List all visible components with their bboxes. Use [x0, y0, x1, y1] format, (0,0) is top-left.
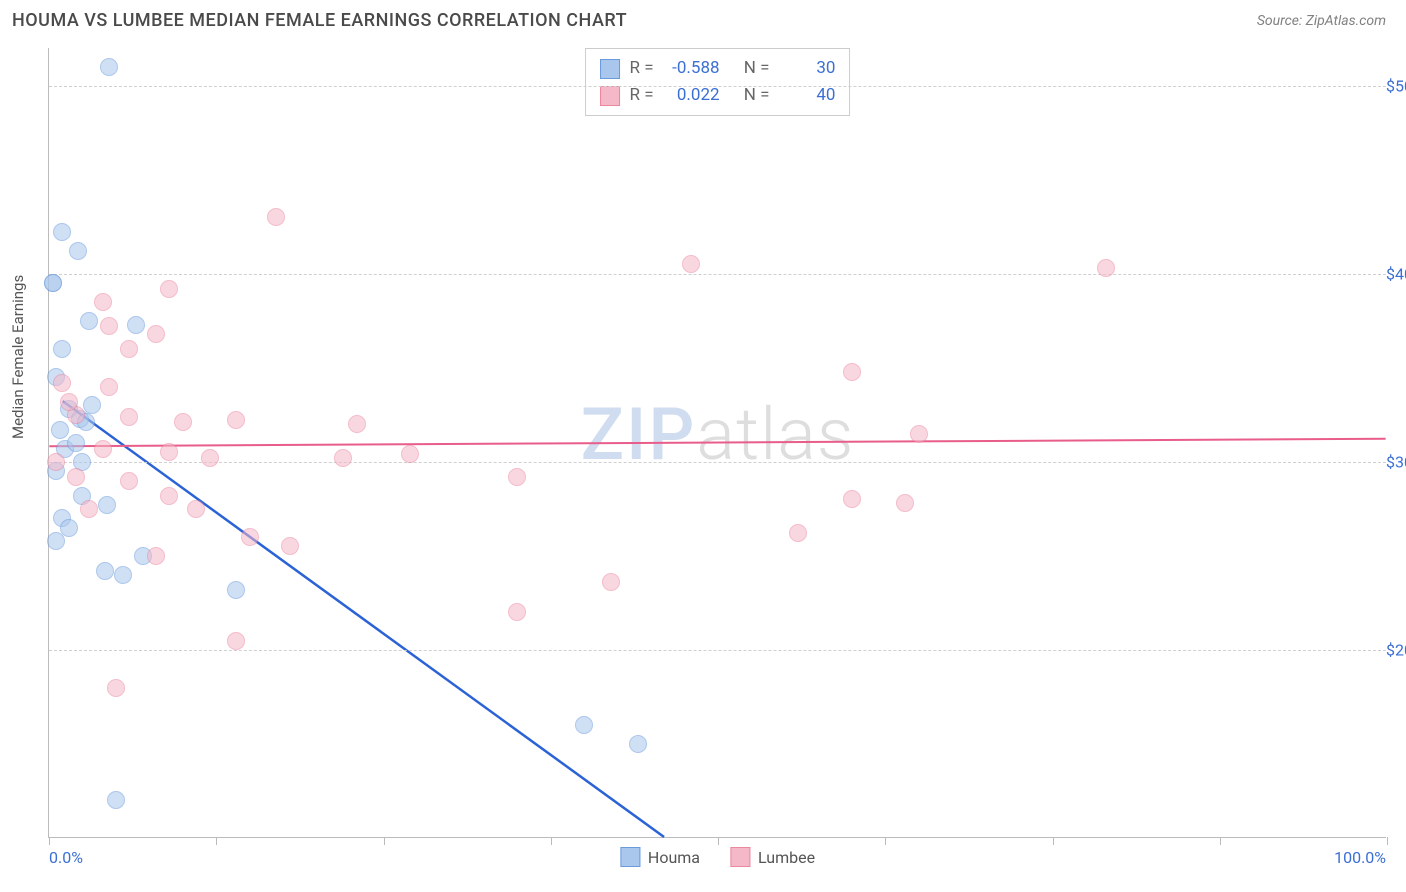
data-point: [53, 340, 71, 358]
data-point: [69, 242, 87, 260]
stats-legend: R = -0.588 N = 30 R = 0.022 N = 40: [585, 48, 851, 116]
data-point: [401, 445, 419, 463]
data-point: [508, 603, 526, 621]
data-point: [843, 490, 861, 508]
data-point: [174, 413, 192, 431]
x-tick: [384, 837, 385, 845]
data-point: [267, 208, 285, 226]
data-point: [241, 528, 259, 546]
data-point: [80, 500, 98, 518]
data-point: [98, 496, 116, 514]
swatch-lumbee: [600, 86, 620, 106]
trend-line: [49, 439, 1385, 447]
gridline: [49, 274, 1386, 275]
x-tick: [718, 837, 719, 845]
data-point: [114, 566, 132, 584]
swatch-houma: [620, 847, 640, 867]
data-point: [896, 494, 914, 512]
data-point: [602, 573, 620, 591]
data-point: [44, 274, 62, 292]
data-point: [682, 255, 700, 273]
data-point: [67, 434, 85, 452]
x-tick: [551, 837, 552, 845]
data-point: [227, 411, 245, 429]
data-point: [107, 679, 125, 697]
x-tick: [1053, 837, 1054, 845]
legend-item-lumbee: Lumbee: [730, 847, 815, 867]
data-point: [160, 280, 178, 298]
data-point: [910, 425, 928, 443]
x-tick: [1220, 837, 1221, 845]
data-point: [508, 468, 526, 486]
data-point: [575, 716, 593, 734]
swatch-houma: [600, 59, 620, 79]
y-tick-label: $30,000: [1378, 452, 1406, 471]
data-point: [281, 537, 299, 555]
gridline: [49, 86, 1386, 87]
data-point: [107, 791, 125, 809]
swatch-lumbee: [730, 847, 750, 867]
data-point: [100, 58, 118, 76]
data-point: [227, 581, 245, 599]
data-point: [160, 487, 178, 505]
data-point: [843, 363, 861, 381]
data-point: [348, 415, 366, 433]
data-point: [629, 735, 647, 753]
data-point: [789, 524, 807, 542]
data-point: [127, 316, 145, 334]
y-axis-title: Median Female Earnings: [9, 275, 27, 439]
y-tick-label: $50,000: [1378, 76, 1406, 95]
data-point: [100, 317, 118, 335]
data-point: [51, 421, 69, 439]
data-point: [147, 547, 165, 565]
series-legend: Houma Lumbee: [620, 847, 815, 867]
x-tick: [216, 837, 217, 845]
data-point: [47, 532, 65, 550]
data-point: [147, 325, 165, 343]
x-tick: [1387, 837, 1388, 845]
data-point: [1097, 259, 1115, 277]
data-point: [53, 374, 71, 392]
legend-item-houma: Houma: [620, 847, 700, 867]
trend-line: [63, 401, 664, 837]
data-point: [201, 449, 219, 467]
x-axis-max-label: 100.0%: [1334, 848, 1386, 867]
data-point: [67, 468, 85, 486]
data-point: [227, 632, 245, 650]
data-point: [94, 440, 112, 458]
watermark: ZIPatlas: [581, 392, 855, 477]
data-point: [80, 312, 98, 330]
data-point: [94, 293, 112, 311]
y-tick-label: $40,000: [1378, 264, 1406, 283]
data-point: [53, 223, 71, 241]
trendlines-layer: [49, 48, 1386, 837]
data-point: [47, 453, 65, 471]
chart-title: HOUMA VS LUMBEE MEDIAN FEMALE EARNINGS C…: [12, 10, 627, 31]
stats-row-houma: R = -0.588 N = 30: [600, 55, 836, 82]
y-tick-label: $20,000: [1378, 640, 1406, 659]
source-attribution: Source: ZipAtlas.com: [1257, 13, 1386, 29]
data-point: [187, 500, 205, 518]
gridline: [49, 462, 1386, 463]
data-point: [160, 443, 178, 461]
data-point: [60, 519, 78, 537]
data-point: [60, 393, 78, 411]
x-tick: [49, 837, 50, 845]
data-point: [120, 408, 138, 426]
data-point: [96, 562, 114, 580]
x-tick: [885, 837, 886, 845]
data-point: [100, 378, 118, 396]
x-axis-min-label: 0.0%: [49, 848, 83, 867]
gridline: [49, 650, 1386, 651]
data-point: [120, 340, 138, 358]
data-point: [120, 472, 138, 490]
data-point: [334, 449, 352, 467]
scatter-chart: ZIPatlas R = -0.588 N = 30 R = 0.022 N =…: [48, 48, 1386, 838]
